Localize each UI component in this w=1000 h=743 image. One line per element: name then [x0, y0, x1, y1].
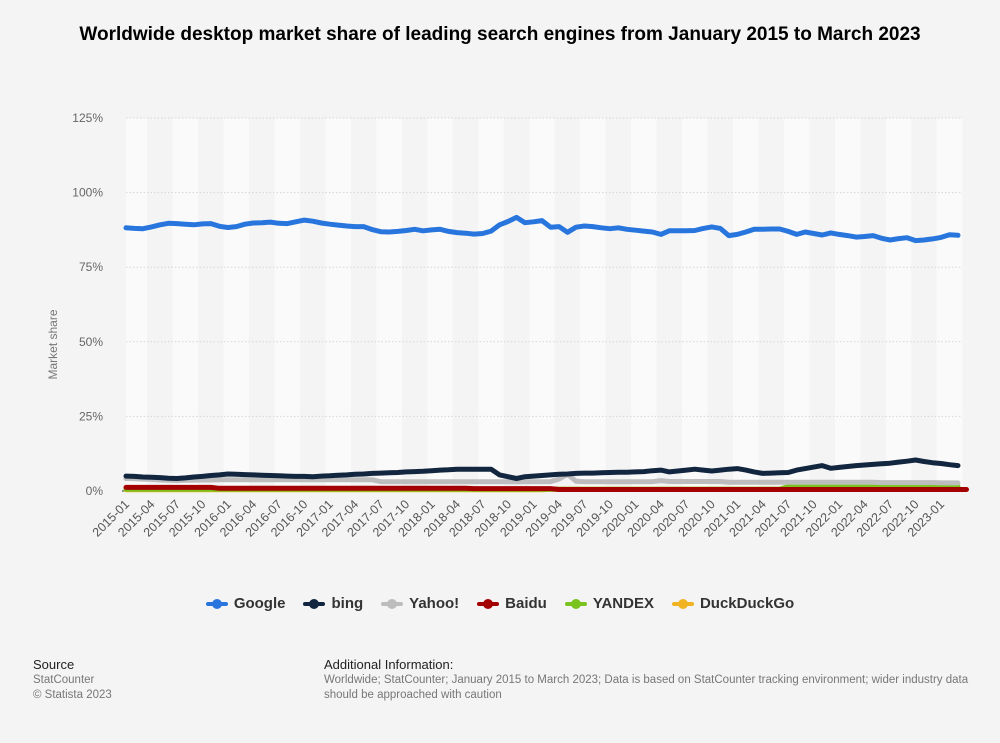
column-band [300, 118, 326, 491]
line-chart: 0%25%50%75%100%125%Market share2015-0120… [46, 111, 969, 540]
legend-marker-icon [205, 598, 228, 609]
column-band [325, 118, 351, 491]
y-tick-label: 0% [86, 484, 104, 498]
column-band [911, 118, 937, 491]
series-line-bing [123, 457, 961, 481]
column-band [682, 118, 708, 491]
y-tick-label: 50% [79, 335, 103, 349]
legend-label: Baidu [505, 595, 547, 612]
column-band [707, 118, 734, 491]
column-band [631, 118, 657, 491]
legend-marker-icon [671, 598, 694, 609]
legend-label: bing [331, 595, 364, 612]
column-band [147, 118, 173, 491]
column-band [529, 118, 555, 491]
y-tick-label: 25% [79, 409, 103, 423]
column-band [350, 118, 377, 491]
column-band [605, 118, 632, 491]
y-axis-label: Market share [46, 309, 60, 379]
series-line-google [123, 214, 961, 244]
column-band [733, 118, 759, 491]
column-band [249, 118, 275, 491]
column-band [758, 118, 784, 491]
legend-label: YANDEX [592, 595, 654, 612]
column-band [503, 118, 530, 491]
series-line-yahoo [123, 471, 961, 486]
legend-item[interactable]: bing [303, 595, 363, 612]
legend: Google bing Yahoo! Baidu YANDEX DuckDuckGo [0, 595, 1000, 612]
source-heading: Source [33, 657, 75, 672]
column-band [656, 118, 683, 491]
series-line-baidu [123, 484, 969, 492]
legend-label: DuckDuckGo [699, 595, 795, 612]
y-tick-label: 125% [72, 111, 103, 125]
column-band [274, 118, 301, 491]
y-tick-label: 100% [72, 186, 103, 200]
legend-label: Yahoo! [409, 595, 460, 612]
legend-marker-icon [564, 598, 587, 609]
legend-item[interactable]: Baidu [477, 595, 547, 612]
legend-item[interactable]: Yahoo! [381, 595, 459, 612]
chart-title: Worldwide desktop market share of leadin… [79, 24, 921, 45]
column-band [223, 118, 250, 491]
column-band [126, 118, 148, 491]
additional-info-block: Additional Information: Worldwide; StatC… [324, 657, 1000, 703]
column-band [401, 118, 428, 491]
source-block: Source StatCounter © Statista 2023 [33, 657, 112, 703]
column-band [376, 118, 402, 491]
column-band [198, 118, 224, 491]
legend-item[interactable]: YANDEX [564, 595, 654, 612]
legend-item[interactable]: Google [205, 595, 286, 612]
copyright-line: © Statista 2023 [33, 689, 112, 701]
legend-marker-icon [477, 598, 500, 609]
y-tick-label: 75% [79, 260, 103, 274]
column-band [834, 118, 861, 491]
legend-marker-icon [381, 598, 404, 609]
column-band [554, 118, 581, 491]
info-heading: Additional Information: [324, 657, 454, 672]
column-band [452, 118, 479, 491]
column-band [580, 118, 606, 491]
column-band [478, 118, 504, 491]
source-line[interactable]: StatCounter [33, 674, 95, 686]
column-band [936, 118, 963, 491]
column-band [783, 118, 810, 491]
column-band [860, 118, 886, 491]
legend-label: Google [233, 595, 286, 612]
column-band [809, 118, 835, 491]
column-band [172, 118, 199, 491]
legend-marker-icon [303, 598, 326, 609]
column-band [885, 118, 912, 491]
legend-item[interactable]: DuckDuckGo [671, 595, 795, 612]
info-text: Worldwide; StatCounter; January 2015 to … [324, 674, 969, 701]
column-band [427, 118, 453, 491]
